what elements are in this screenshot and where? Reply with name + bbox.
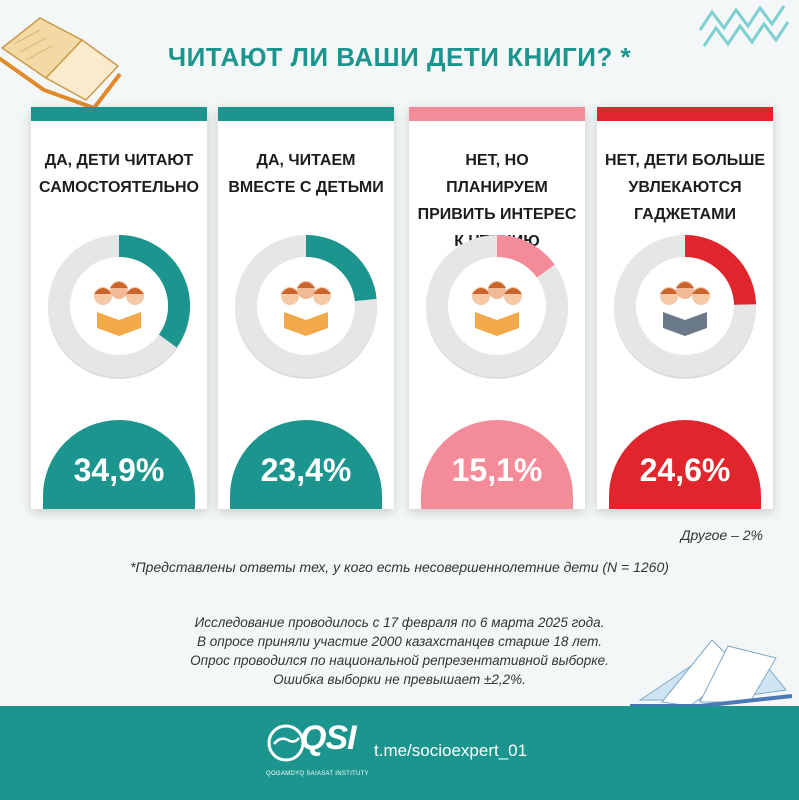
answer-label-line: УВЛЕКАЮТСЯ (628, 179, 742, 196)
donut-slice (496, 235, 555, 278)
donut-slice (684, 235, 756, 306)
value-label: 23,4% (260, 452, 352, 488)
children-with-gadgets-illustration-icon (660, 281, 710, 336)
telegram-link[interactable]: t.me/socioexpert_01 (374, 741, 528, 760)
footer-bar (0, 706, 799, 800)
answer-label-line: ДА, ДЕТИ ЧИТАЮТ (44, 152, 194, 169)
methodology-line: Опрос проводился по национальной репрезе… (190, 653, 609, 668)
donut-center (636, 257, 734, 355)
donut-chart (235, 235, 377, 379)
mother-and-child-with-book-illustration-icon (472, 281, 522, 336)
answer-label-line: ГАДЖЕТАМИ (634, 206, 736, 223)
answer-label-line: ВМЕСТЕ С ДЕТЬМИ (228, 179, 384, 196)
donut-chart (48, 235, 190, 379)
donut-center (70, 257, 168, 355)
parent-reading-with-children-illustration-icon (281, 281, 331, 336)
methodology-text: Исследование проводилось с 17 февраля по… (0, 613, 799, 689)
answer-label-line: ДА, ЧИТАЕМ (256, 152, 356, 169)
open-book-top-left-icon (0, 17, 122, 111)
methodology-line: Исследование проводилось с 17 февраля по… (194, 615, 605, 630)
value-label: 34,9% (73, 452, 165, 488)
answer-label: ДА, ДЕТИ ЧИТАЮТ САМОСТОЯТЕЛЬНО (37, 147, 201, 201)
value-label: 24,6% (639, 452, 731, 488)
donut-center (448, 257, 546, 355)
donut-chart (614, 235, 756, 379)
answer-label-line: НЕТ, ДЕТИ БОЛЬШЕ (604, 152, 766, 169)
page-title: ЧИТАЮТ ЛИ ВАШИ ДЕТИ КНИГИ? * (167, 42, 632, 72)
answer-card: НЕТ, ДЕТИ БОЛЬШЕ УВЛЕКАЮТСЯ ГАДЖЕТАМИ 24,6% (597, 107, 773, 509)
donut-slice (118, 235, 190, 348)
methodology-line: Ошибка выборки не превышает ±2,2%. (273, 672, 526, 687)
donut-chart (426, 235, 568, 379)
answer-label-line: САМОСТОЯТЕЛЬНО (39, 179, 199, 196)
logo-subtitle: QOGAMDYQ SAIASAT INSTITUTY (266, 771, 369, 777)
card-top-strip (218, 107, 394, 121)
donut-center (257, 257, 355, 355)
logo-text: QSI (300, 719, 357, 757)
zigzag-decor-icon (698, 5, 790, 47)
qsi-globe-logo-icon (267, 724, 305, 762)
answer-card: ДА, ДЕТИ ЧИТАЮТ САМОСТОЯТЕЛЬНО 34,9% (31, 107, 207, 509)
answer-card: ДА, ЧИТАЕМ ВМЕСТЕ С ДЕТЬМИ 23,4% (218, 107, 394, 509)
card-top-strip (31, 107, 207, 121)
answer-label: ДА, ЧИТАЕМ ВМЕСТЕ С ДЕТЬМИ (224, 147, 388, 201)
other-answer-note: Другое – 2% (680, 527, 763, 543)
donut-slice (305, 235, 377, 302)
footnote: *Представлены ответы тех, у кого есть не… (130, 559, 669, 575)
answer-label-line: ПРИВИТЬ ИНТЕРЕС (417, 206, 577, 223)
answer-label: НЕТ, ДЕТИ БОЛЬШЕ УВЛЕКАЮТСЯ ГАДЖЕТАМИ (603, 147, 767, 228)
value-label: 15,1% (451, 452, 543, 488)
card-top-strip (409, 107, 585, 121)
answer-label-line: НЕТ, НО ПЛАНИРУЕМ (446, 152, 548, 196)
children-reading-books-illustration-icon (94, 281, 144, 336)
methodology-line: В опросе приняли участие 2000 казахстанц… (197, 634, 602, 649)
card-top-strip (597, 107, 773, 121)
